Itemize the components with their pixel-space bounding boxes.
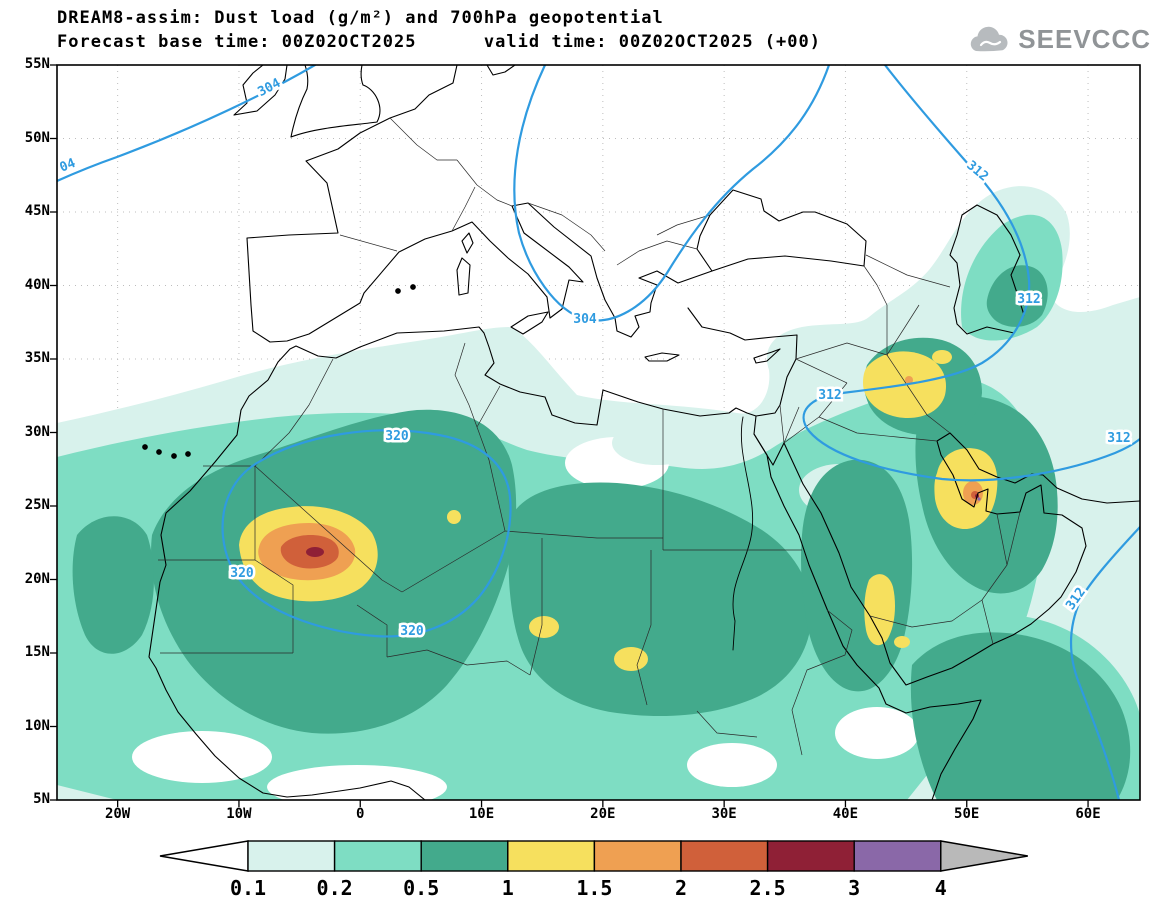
lat-tick-label: 10N (2, 718, 50, 734)
colorbar-arrow-right (941, 841, 1028, 871)
lon-tick-label: 10W (226, 806, 251, 822)
lat-tick-label: 40N (2, 277, 50, 293)
lat-tick-label: 55N (2, 56, 50, 72)
lon-tick-label: 60E (1075, 806, 1100, 822)
lon-tick-label: 50E (954, 806, 979, 822)
lon-tick-label: 10E (469, 806, 494, 822)
colorbar-label: 2.5 (750, 876, 786, 900)
lon-tick-label: 30E (711, 806, 736, 822)
colorbar-label: 1.5 (576, 876, 612, 900)
contour-label-320: 320 (385, 429, 409, 444)
colorbar-label: 1 (502, 876, 514, 900)
contour-label-312: 312 (1017, 292, 1040, 307)
lat-tick-label: 25N (2, 497, 50, 513)
lon-tick-label: 20E (590, 806, 615, 822)
forecast-plot-page: DREAM8-assim: Dust load (g/m²) and 700hP… (0, 0, 1165, 907)
colorbar-segment (768, 841, 855, 871)
colorbar-arrow-left (160, 841, 248, 871)
colorbar-segment (681, 841, 768, 871)
lat-tick-label: 30N (2, 424, 50, 440)
lat-tick-label: 5N (2, 791, 50, 807)
lat-tick-label: 50N (2, 130, 50, 146)
dust-fill-level-3 (977, 497, 980, 500)
colorbar-label: 4 (935, 876, 947, 900)
colorbar-label: 3 (848, 876, 860, 900)
seevccc-logo: SEEVCCC (967, 24, 1151, 55)
colorbar-segment (421, 841, 508, 871)
lon-tick-label: 20W (105, 806, 130, 822)
colorbar: 0.1 0.2 0.5 1 1.5 2 2.5 3 4 (0, 833, 1165, 907)
lat-tick-label: 15N (2, 644, 50, 660)
plot-title: DREAM8-assim: Dust load (g/m²) and 700hP… (57, 8, 664, 28)
lat-tick-label: 20N (2, 571, 50, 587)
lon-tick-label: 0 (356, 806, 364, 822)
contour-label-320: 320 (400, 624, 424, 639)
colorbar-label: 0.5 (403, 876, 439, 900)
colorbar-segment (248, 841, 335, 871)
contour-label-320: 320 (230, 566, 254, 581)
colorbar-label: 0.2 (317, 876, 353, 900)
logo-wordmark: SEEVCCC (1018, 24, 1151, 55)
colorbar-label: 2 (675, 876, 687, 900)
lon-tick-label: 40E (833, 806, 858, 822)
contour-304-europe (514, 65, 829, 320)
colorbar-segment (335, 841, 422, 871)
map-canvas: 304 04 304 312 312 312 312 312 320 320 3… (49, 57, 1148, 808)
lat-tick-label: 35N (2, 350, 50, 366)
plot-subtitle: Forecast base time: 00Z02OCT2025 valid t… (57, 32, 821, 52)
colorbar-segment (594, 841, 681, 871)
colorbar-segment (508, 841, 595, 871)
contour-label-304: 304 (255, 76, 283, 100)
colorbar-segment (854, 841, 941, 871)
cloud-icon (967, 25, 1011, 55)
lat-tick-label: 45N (2, 203, 50, 219)
contour-label-304: 304 (573, 312, 597, 327)
colorbar-label: 0.1 (230, 876, 266, 900)
contour-label-312: 312 (1107, 431, 1130, 446)
contour-label-312: 312 (818, 388, 841, 403)
